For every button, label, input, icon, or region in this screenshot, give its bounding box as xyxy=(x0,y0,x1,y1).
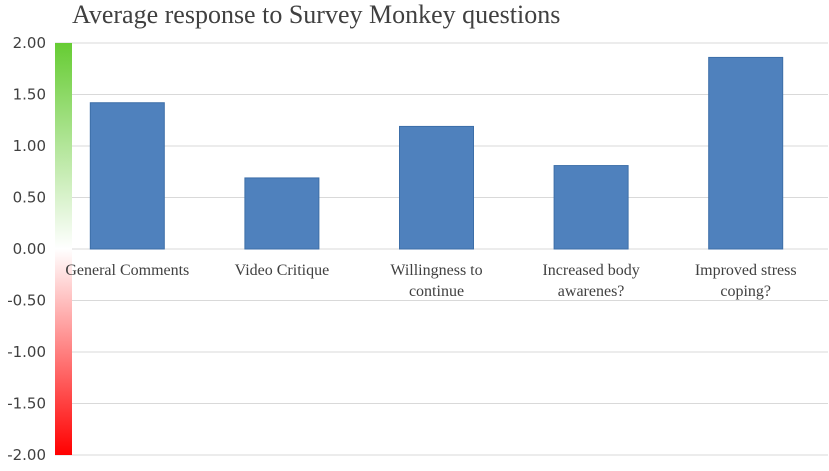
y-tick-label: 0.00 xyxy=(13,240,46,258)
y-tick-label: 1.50 xyxy=(13,86,46,104)
x-category-label: Improved stress coping? xyxy=(695,262,797,300)
y-tick-label: 2.00 xyxy=(13,34,46,52)
x-category-line: General Comments xyxy=(65,262,189,279)
x-category-label: General Comments xyxy=(65,262,189,279)
y-tick-label: 1.00 xyxy=(13,137,46,155)
y-axis-ticks: 2.00 1.50 1.00 0.50 0.00 -0.50 -1.00 -1.50 -2.00 xyxy=(7,34,46,464)
y-tick-label: -1.50 xyxy=(7,395,46,413)
bar xyxy=(553,165,629,250)
x-category-line: awarenes? xyxy=(558,283,625,300)
bar xyxy=(399,125,474,250)
color-scale-bar xyxy=(55,43,72,455)
y-tick-label: -0.50 xyxy=(7,292,46,310)
chart-title: Average response to Survey Monkey questi… xyxy=(72,0,561,29)
x-category-line: Video Critique xyxy=(235,262,330,279)
y-tick-label: 0.50 xyxy=(13,189,46,207)
x-category-line: continue xyxy=(409,283,464,300)
bar xyxy=(89,102,165,250)
bar xyxy=(244,177,320,250)
x-category-label: Video Critique xyxy=(235,262,330,279)
x-category-label: Willingness to continue xyxy=(390,262,482,300)
bar xyxy=(708,56,784,250)
x-category-line: Willingness to xyxy=(390,262,482,279)
bars xyxy=(89,56,784,250)
x-category-line: Increased body xyxy=(542,262,639,279)
x-category-label: Increased body awarenes? xyxy=(542,262,639,300)
x-axis-categories: General Comments Video Critique Willingnes… xyxy=(65,262,796,300)
x-category-line: coping? xyxy=(720,283,771,300)
y-tick-label: -2.00 xyxy=(7,446,46,464)
x-category-line: Improved stress xyxy=(695,262,797,279)
y-tick-label: -1.00 xyxy=(7,343,46,361)
